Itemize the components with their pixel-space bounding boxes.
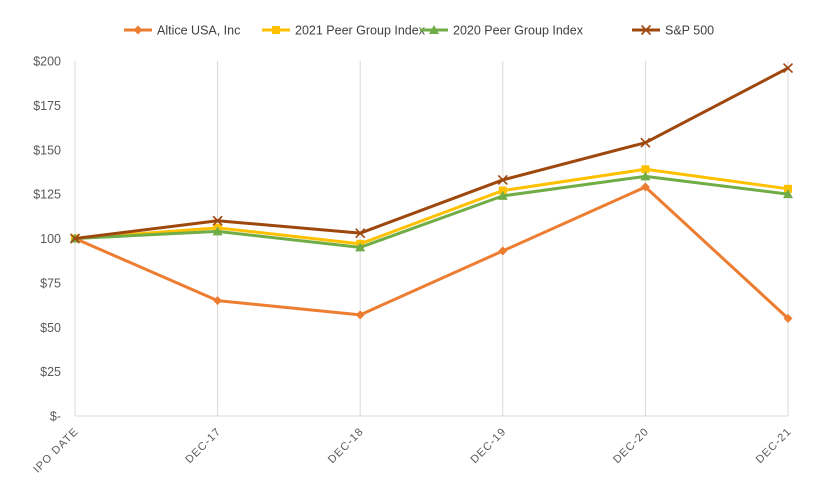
y-tick-label: $175 bbox=[33, 99, 61, 113]
data-point-marker bbox=[640, 137, 651, 148]
data-point-marker bbox=[69, 233, 81, 244]
legend-item: S&P 500 bbox=[632, 24, 714, 38]
data-point-marker bbox=[640, 182, 650, 192]
legend-item: 2020 Peer Group Index bbox=[420, 24, 584, 38]
series-3 bbox=[69, 63, 794, 244]
legend-label: 2021 Peer Group Index bbox=[295, 24, 426, 38]
x-tick-label: DEC-17 bbox=[183, 426, 223, 466]
series-line bbox=[73, 167, 790, 246]
series-line bbox=[73, 66, 790, 240]
y-tick-label: $25 bbox=[40, 365, 61, 379]
series-line bbox=[73, 185, 790, 320]
legend-label: Altice USA, Inc bbox=[157, 24, 240, 38]
data-point-marker bbox=[272, 26, 280, 34]
x-marker-stroke bbox=[355, 228, 366, 239]
data-point-marker bbox=[497, 190, 508, 200]
legend-item: 2021 Peer Group Index bbox=[262, 24, 426, 38]
data-point-marker bbox=[355, 228, 366, 239]
gridlines bbox=[74, 61, 789, 416]
x-tick-label: DEC-20 bbox=[611, 426, 651, 466]
legend: Altice USA, Inc 2021 Peer Group Index 2020… bbox=[124, 24, 714, 38]
legend-label: S&P 500 bbox=[665, 24, 714, 38]
y-tick-label: $125 bbox=[33, 188, 61, 202]
axes: $- $25 $50 $75 100 $125 $150 $175 $200 IPO DATE DE… bbox=[31, 55, 794, 476]
data-point-marker bbox=[133, 25, 143, 35]
data-point-marker bbox=[784, 184, 792, 193]
data-point-marker bbox=[213, 296, 223, 306]
data-point-marker bbox=[212, 226, 223, 236]
data-point-marker bbox=[783, 313, 793, 323]
y-tick-label: $50 bbox=[40, 321, 61, 335]
data-point-marker bbox=[641, 165, 650, 174]
y-tick-label: $200 bbox=[33, 55, 61, 69]
data-point-marker bbox=[782, 63, 794, 74]
series-group bbox=[69, 63, 794, 323]
x-marker-stroke bbox=[640, 24, 652, 36]
data-point-marker bbox=[640, 24, 652, 36]
data-point-marker bbox=[498, 186, 507, 195]
x-marker-stroke bbox=[782, 63, 794, 74]
data-point-marker bbox=[429, 25, 439, 34]
x-marker-stroke bbox=[640, 137, 651, 148]
series-0 bbox=[70, 182, 793, 323]
x-tick-label: IPO DATE bbox=[31, 426, 81, 476]
y-tick-label: $- bbox=[50, 410, 61, 424]
data-point-marker bbox=[355, 242, 366, 252]
y-tick-label: 100 bbox=[40, 232, 61, 246]
y-tick-label: $150 bbox=[33, 143, 61, 157]
data-point-marker bbox=[355, 310, 365, 320]
legend-item: Altice USA, Inc bbox=[124, 24, 240, 38]
y-tick-label: $75 bbox=[40, 276, 61, 290]
x-marker-stroke bbox=[212, 215, 223, 226]
data-point-marker bbox=[640, 171, 651, 181]
x-marker-stroke bbox=[497, 174, 508, 185]
x-marker-stroke bbox=[69, 233, 81, 244]
data-point-marker bbox=[497, 174, 508, 185]
series-2 bbox=[70, 171, 793, 252]
x-tick-label: DEC-18 bbox=[326, 426, 366, 466]
data-point-marker bbox=[498, 246, 508, 256]
data-point-marker bbox=[212, 215, 223, 226]
series-line bbox=[73, 174, 790, 249]
data-point-marker bbox=[783, 189, 793, 199]
legend-label: 2020 Peer Group Index bbox=[453, 24, 584, 38]
x-tick-label: DEC-21 bbox=[754, 426, 794, 466]
x-tick-label: DEC-19 bbox=[469, 426, 509, 466]
